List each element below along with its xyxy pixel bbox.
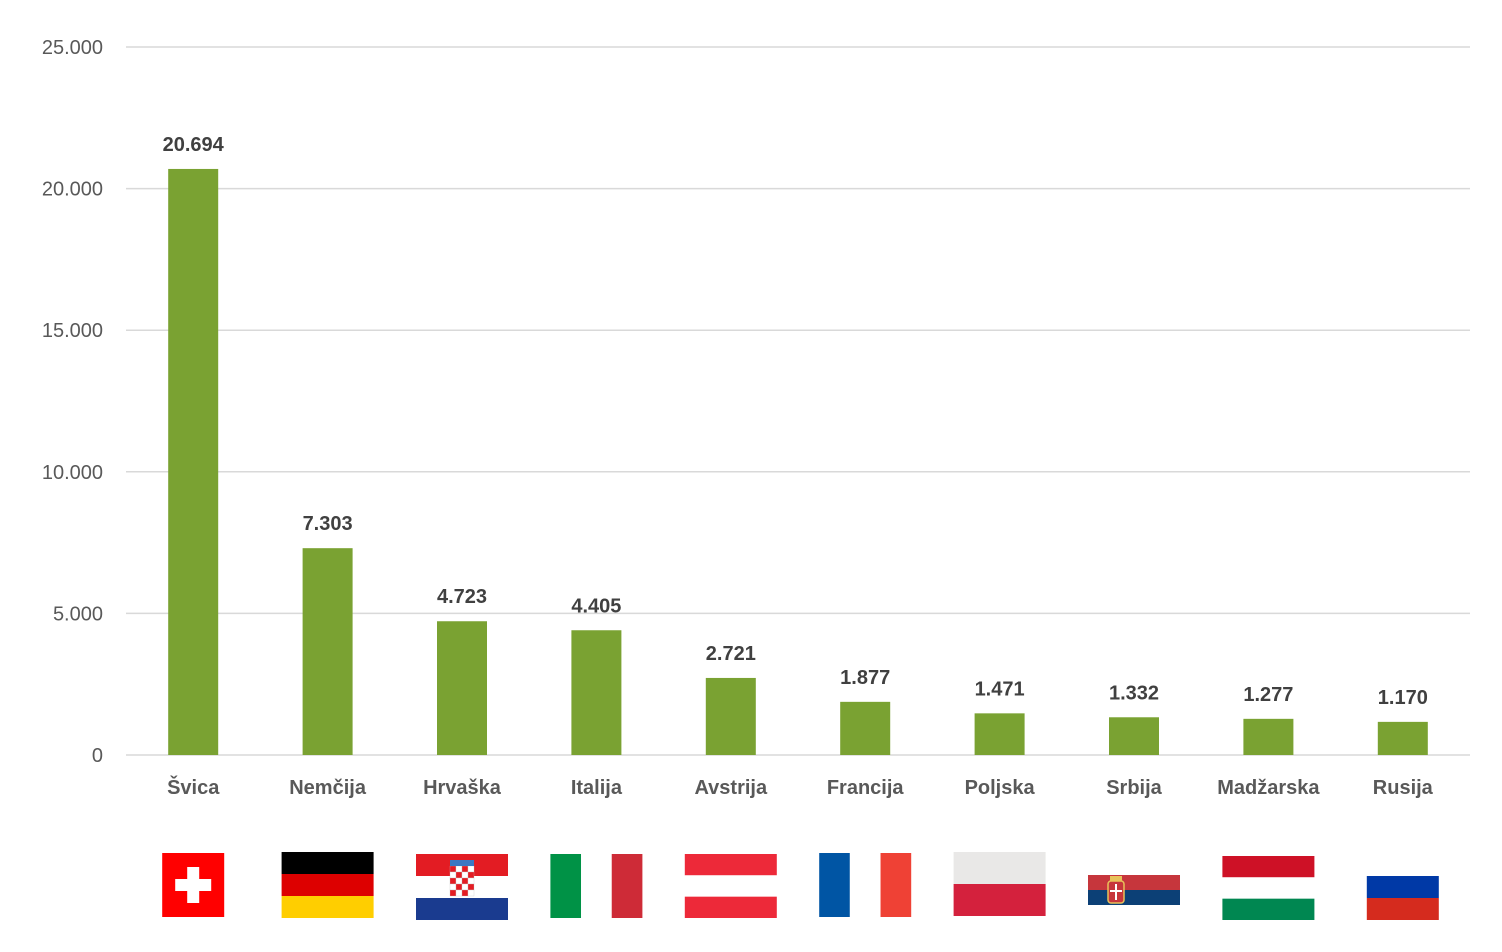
italy-flag-icon (550, 854, 643, 918)
bar (705, 677, 756, 755)
data-label: 4.723 (437, 586, 487, 608)
data-label: 4.405 (571, 595, 621, 617)
data-label: 7.303 (303, 513, 353, 535)
bar (1377, 721, 1428, 755)
hungary-flag-icon (1222, 856, 1315, 920)
data-label: 1.277 (1243, 684, 1293, 706)
bar (168, 168, 219, 755)
y-tick-label: 25.000 (42, 37, 103, 59)
y-tick-label: 20.000 (42, 179, 103, 201)
y-tick-label: 10.000 (42, 462, 103, 484)
switzerland-flag-icon (162, 853, 225, 917)
x-tick-label: Rusija (1373, 777, 1434, 799)
serbia-flag-icon (1088, 875, 1180, 920)
x-tick-label: Poljska (965, 777, 1036, 799)
x-tick-label: Srbija (1106, 777, 1162, 799)
croatia-flag-icon (416, 854, 508, 920)
france-flag-icon (819, 853, 912, 917)
germany-flag-icon (281, 852, 374, 918)
bar (840, 701, 891, 755)
x-tick-label: Francija (827, 777, 905, 799)
data-label: 1.332 (1109, 682, 1159, 704)
x-tick-label: Hrvaška (423, 777, 502, 799)
x-tick-label: Nemčija (289, 777, 367, 799)
bar (1109, 717, 1159, 755)
data-labels: 20.694 7.303 4.723 4.405 2.721 1.877 1.471 1.33… (163, 134, 1428, 709)
country-flags (162, 852, 1439, 920)
bars (168, 168, 1428, 755)
data-label: 20.694 (163, 134, 225, 156)
x-tick-label: Madžarska (1217, 777, 1320, 799)
bar (437, 621, 487, 755)
data-label: 2.721 (706, 643, 756, 665)
data-label: 1.170 (1378, 687, 1428, 709)
bar (1243, 718, 1294, 755)
bar (974, 713, 1025, 755)
y-tick-label: 0 (92, 745, 103, 767)
bar (571, 630, 622, 755)
data-label: 1.877 (840, 667, 890, 689)
y-tick-label: 15.000 (42, 320, 103, 342)
y-tick-label: 5.000 (53, 603, 103, 625)
x-tick-label: Italija (571, 777, 623, 799)
poland-flag-icon (953, 852, 1046, 916)
x-tick-label: Švica (167, 775, 220, 799)
y-axis-ticks: 0 5.000 10.000 15.000 20.000 25.000 (42, 37, 103, 767)
x-tick-label: Avstrija (694, 777, 768, 799)
russia-flag-icon (1366, 854, 1439, 920)
x-axis-ticks: Švica Nemčija Hrvaška Italija Avstrija Franci… (167, 775, 1434, 799)
austria-flag-icon (684, 854, 777, 918)
data-label: 1.471 (975, 678, 1025, 700)
bar (302, 548, 353, 755)
